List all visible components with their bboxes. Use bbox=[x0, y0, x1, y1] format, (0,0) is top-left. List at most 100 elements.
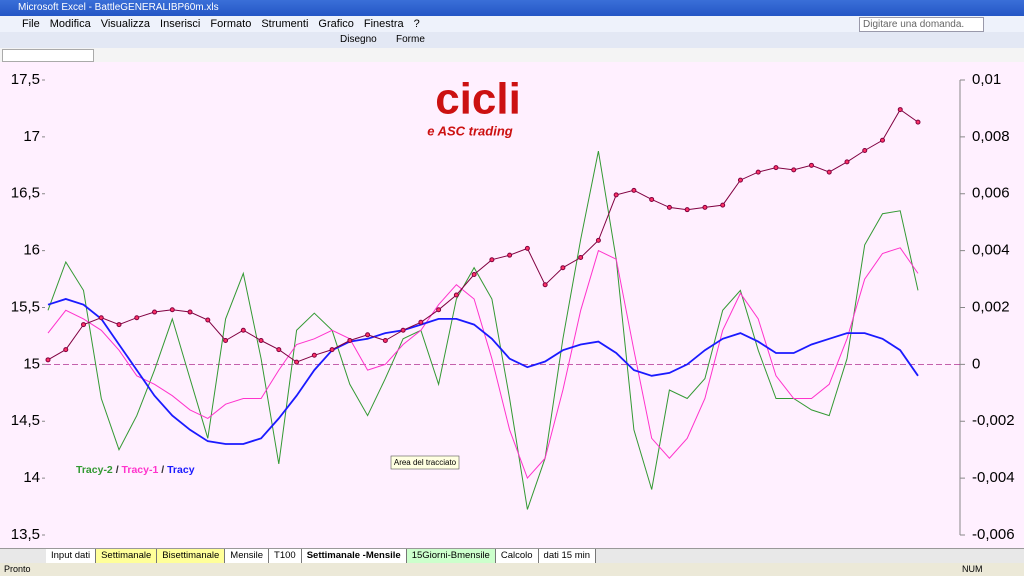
title-bar: Microsoft Excel - BattleGENERALIBP60m.xl… bbox=[0, 0, 1024, 16]
legend: Tracy-2 / Tracy-1 / Tracy bbox=[76, 464, 195, 476]
chart-area bbox=[0, 62, 1024, 548]
y2-tick-label: 0,006 bbox=[972, 185, 1010, 202]
point bbox=[276, 347, 282, 353]
sheet-tab[interactable]: 15Giorni-Bmensile bbox=[406, 549, 496, 563]
status-right: NUM bbox=[962, 564, 983, 574]
point bbox=[471, 272, 477, 278]
sheet-tab[interactable]: Calcolo bbox=[495, 549, 539, 563]
y2-tick-label: 0,008 bbox=[972, 128, 1010, 145]
name-box[interactable] bbox=[2, 49, 94, 62]
y2-tick-label: -0,004 bbox=[972, 469, 1015, 486]
series-line bbox=[47, 151, 919, 510]
point bbox=[524, 245, 530, 251]
point bbox=[773, 165, 779, 171]
point bbox=[578, 254, 584, 260]
point bbox=[400, 327, 406, 333]
y-tick-label: 14,5 bbox=[11, 412, 40, 429]
point bbox=[808, 162, 814, 168]
point bbox=[63, 347, 69, 353]
point bbox=[542, 282, 548, 288]
menu-item[interactable]: ? bbox=[413, 18, 420, 30]
menu-item[interactable]: Visualizza bbox=[100, 18, 151, 30]
point bbox=[365, 332, 371, 338]
sheet-tab[interactable]: T100 bbox=[269, 549, 302, 563]
help-box[interactable]: Digitare una domanda. bbox=[859, 17, 984, 32]
status-left: Pronto bbox=[4, 564, 31, 574]
y2-tick-label: 0,004 bbox=[972, 242, 1010, 259]
point bbox=[418, 319, 424, 325]
legend-entry: Tracy bbox=[167, 464, 195, 476]
point bbox=[258, 337, 264, 343]
series-line bbox=[47, 108, 919, 363]
point bbox=[98, 315, 104, 321]
y-tick-label: 14 bbox=[23, 469, 40, 486]
point bbox=[649, 196, 655, 202]
point bbox=[169, 307, 175, 313]
logo-title: cicli bbox=[435, 75, 521, 124]
sheet-tab[interactable]: Mensile bbox=[225, 549, 270, 563]
sheet-tab[interactable]: Settimanale bbox=[96, 549, 158, 563]
point bbox=[311, 352, 317, 358]
point bbox=[897, 107, 903, 113]
y-tick-label: 15 bbox=[23, 355, 40, 372]
sheet-tabs: Input dati Settimanale Bisettimanale Mensil… bbox=[0, 548, 1024, 563]
point bbox=[45, 357, 51, 363]
point bbox=[453, 292, 459, 298]
y2-tick-label: -0,006 bbox=[972, 526, 1015, 543]
sheet-tab[interactable]: dati 15 min bbox=[538, 549, 597, 563]
point bbox=[666, 204, 672, 210]
toolbar: Disegno Forme bbox=[0, 32, 1024, 49]
shapes-menu[interactable]: Forme bbox=[396, 34, 425, 45]
point bbox=[347, 337, 353, 343]
menu-item[interactable]: Formato bbox=[210, 18, 252, 30]
point bbox=[879, 137, 885, 143]
formula-bar bbox=[0, 48, 1024, 62]
tooltip-box bbox=[390, 455, 460, 470]
menu-item[interactable]: Finestra bbox=[363, 18, 404, 30]
point bbox=[489, 257, 495, 263]
point bbox=[915, 119, 921, 125]
menu-item[interactable]: Strumenti bbox=[261, 18, 309, 30]
point bbox=[329, 347, 335, 353]
point bbox=[737, 177, 743, 183]
sheet-tab[interactable]: Input dati bbox=[46, 549, 97, 563]
legend-entry: Tracy-2 bbox=[76, 464, 113, 476]
logo-subtitle: e ASC trading bbox=[427, 123, 513, 138]
point bbox=[791, 167, 797, 173]
y2-tick-label: 0,01 bbox=[972, 71, 1001, 88]
point bbox=[560, 265, 566, 271]
menu-item[interactable]: File bbox=[22, 18, 40, 30]
y2-tick-label: 0,002 bbox=[972, 298, 1010, 315]
y-tick-label: 17,5 bbox=[11, 71, 40, 88]
point bbox=[684, 207, 690, 213]
point bbox=[152, 309, 158, 315]
point bbox=[862, 148, 868, 154]
point bbox=[595, 237, 601, 243]
point bbox=[720, 202, 726, 208]
sheet-tab[interactable]: Settimanale -Mensile bbox=[301, 549, 407, 563]
legend-separator: / bbox=[113, 464, 122, 476]
draw-menu[interactable]: Disegno bbox=[340, 34, 377, 45]
point bbox=[240, 327, 246, 333]
point bbox=[205, 317, 211, 323]
point bbox=[755, 169, 761, 175]
point bbox=[382, 337, 388, 343]
point bbox=[223, 337, 229, 343]
legend-separator: / bbox=[158, 464, 167, 476]
chart: cicli e ASC trading Area del tracciato 1… bbox=[0, 62, 1024, 548]
point bbox=[702, 204, 708, 210]
tooltip: Area del tracciato bbox=[394, 458, 457, 467]
point bbox=[844, 159, 850, 165]
menu-item[interactable]: Inserisci bbox=[160, 18, 201, 30]
y-tick-label: 15,5 bbox=[11, 298, 40, 315]
point bbox=[116, 322, 122, 328]
point bbox=[826, 169, 832, 175]
point bbox=[631, 187, 637, 193]
menu-item[interactable]: Modifica bbox=[49, 18, 91, 30]
legend-entry: Tracy-1 bbox=[122, 464, 159, 476]
menu-item[interactable]: Grafico bbox=[318, 18, 354, 30]
menu-bar: File Modifica Visualizza Inserisci Formato St… bbox=[0, 16, 1024, 32]
sheet-tab[interactable]: Bisettimanale bbox=[157, 549, 226, 563]
point bbox=[436, 307, 442, 313]
